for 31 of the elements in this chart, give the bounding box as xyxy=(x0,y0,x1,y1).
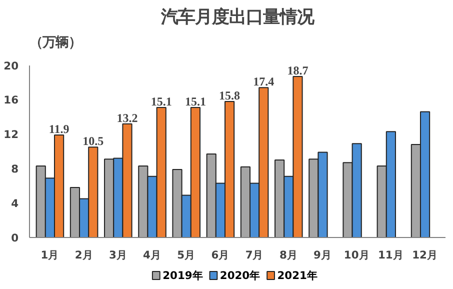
x-tick-label: 4月 xyxy=(143,248,162,262)
legend-label: 2021年 xyxy=(277,269,318,282)
x-tick-label: 2月 xyxy=(74,248,94,262)
y-tick-label: 0 xyxy=(11,232,19,244)
x-tick-label: 3月 xyxy=(108,248,128,262)
x-tick-label: 5月 xyxy=(177,248,196,262)
legend-label: 2020年 xyxy=(220,269,261,282)
y-tick-label: 4 xyxy=(11,197,19,210)
data-label: 15.1 xyxy=(150,94,172,108)
x-tick-label: 11月 xyxy=(378,248,404,262)
x-tick-label: 12月 xyxy=(412,248,438,262)
data-label: 17.4 xyxy=(253,74,274,89)
legend-label: 2019年 xyxy=(162,269,204,282)
data-label: 18.7 xyxy=(287,63,308,78)
data-label: 11.9 xyxy=(48,122,70,136)
y-tick-label: 8 xyxy=(11,162,19,176)
data-label: 13.2 xyxy=(116,110,138,125)
x-tick-label: 6月 xyxy=(211,248,230,262)
y-tick-label: 16 xyxy=(4,94,19,107)
data-label: 15.8 xyxy=(219,88,240,102)
y-axis-title: （万辆） xyxy=(30,36,82,50)
x-tick-label: 1月 xyxy=(40,248,60,262)
x-tick-label: 7月 xyxy=(245,248,264,262)
x-tick-label: 10月 xyxy=(344,248,370,262)
data-label: 10.5 xyxy=(82,134,104,148)
x-tick-label: 9月 xyxy=(314,248,332,262)
y-tick-label: 12 xyxy=(4,128,19,142)
y-tick-label: 20 xyxy=(4,59,19,72)
chart-title: 汽车月度出口量情况 xyxy=(160,8,315,28)
data-label: 15.1 xyxy=(184,94,206,108)
x-tick-label: 8月 xyxy=(279,248,298,262)
